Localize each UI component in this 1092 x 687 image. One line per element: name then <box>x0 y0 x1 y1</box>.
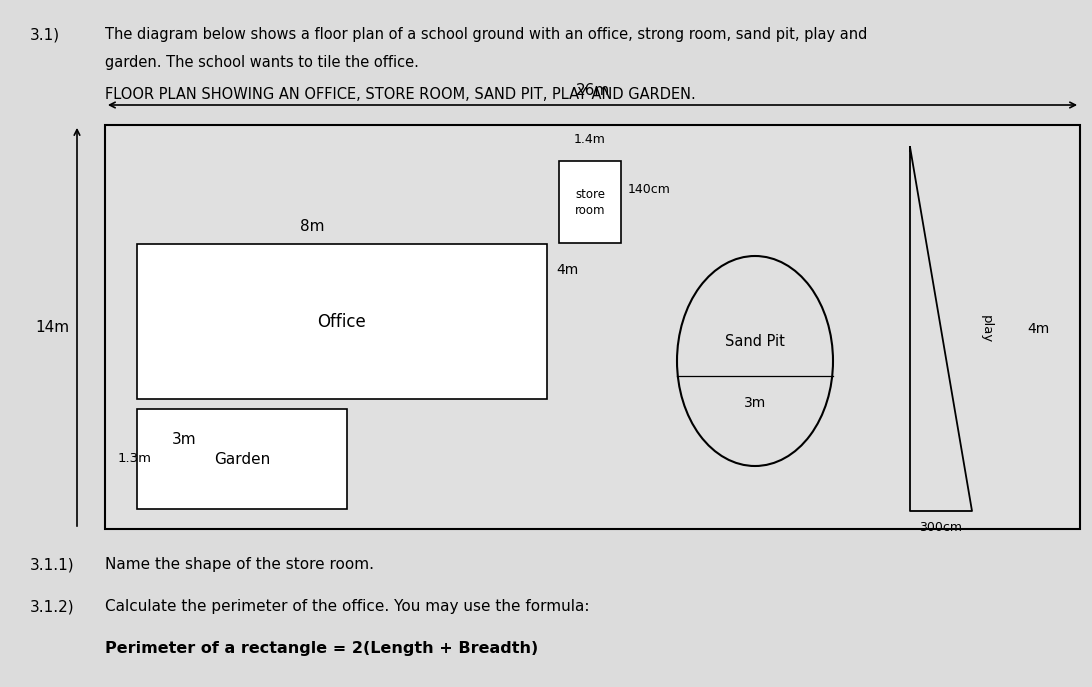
Text: 3.1): 3.1) <box>29 27 60 42</box>
Text: 26m: 26m <box>575 83 609 98</box>
Ellipse shape <box>677 256 833 466</box>
Bar <box>105 125 1080 529</box>
Text: Garden: Garden <box>214 451 270 466</box>
Text: 3m: 3m <box>744 396 767 410</box>
Bar <box>559 161 621 243</box>
Bar <box>136 409 347 509</box>
Text: 1.4m: 1.4m <box>574 133 606 146</box>
Text: 1.3m: 1.3m <box>118 453 152 466</box>
Text: 3.1.2): 3.1.2) <box>29 599 74 614</box>
Text: 140cm: 140cm <box>628 183 670 196</box>
Text: 4m: 4m <box>1026 322 1049 336</box>
Text: Calculate the perimeter of the office. You may use the formula:: Calculate the perimeter of the office. Y… <box>105 599 590 614</box>
Text: 3.1.1): 3.1.1) <box>29 557 74 572</box>
Text: The diagram below shows a floor plan of a school ground with an office, strong r: The diagram below shows a floor plan of … <box>105 27 867 42</box>
Text: 3m: 3m <box>173 431 197 447</box>
Text: Name the shape of the store room.: Name the shape of the store room. <box>105 557 373 572</box>
Text: Perimeter of a rectangle = 2(Length + Breadth): Perimeter of a rectangle = 2(Length + Br… <box>105 641 538 656</box>
Text: Sand Pit: Sand Pit <box>725 333 785 348</box>
Text: FLOOR PLAN SHOWING AN OFFICE, STORE ROOM, SAND PIT, PLAY AND GARDEN.: FLOOR PLAN SHOWING AN OFFICE, STORE ROOM… <box>105 87 696 102</box>
Text: play: play <box>980 315 993 343</box>
Text: 4m: 4m <box>556 263 579 277</box>
Text: 14m: 14m <box>35 319 69 335</box>
Bar <box>136 244 547 399</box>
Text: Office: Office <box>318 313 367 330</box>
Text: 300cm: 300cm <box>919 521 962 534</box>
Text: store
room: store room <box>574 188 605 216</box>
Text: 8m: 8m <box>299 219 324 234</box>
Text: garden. The school wants to tile the office.: garden. The school wants to tile the off… <box>105 55 419 70</box>
